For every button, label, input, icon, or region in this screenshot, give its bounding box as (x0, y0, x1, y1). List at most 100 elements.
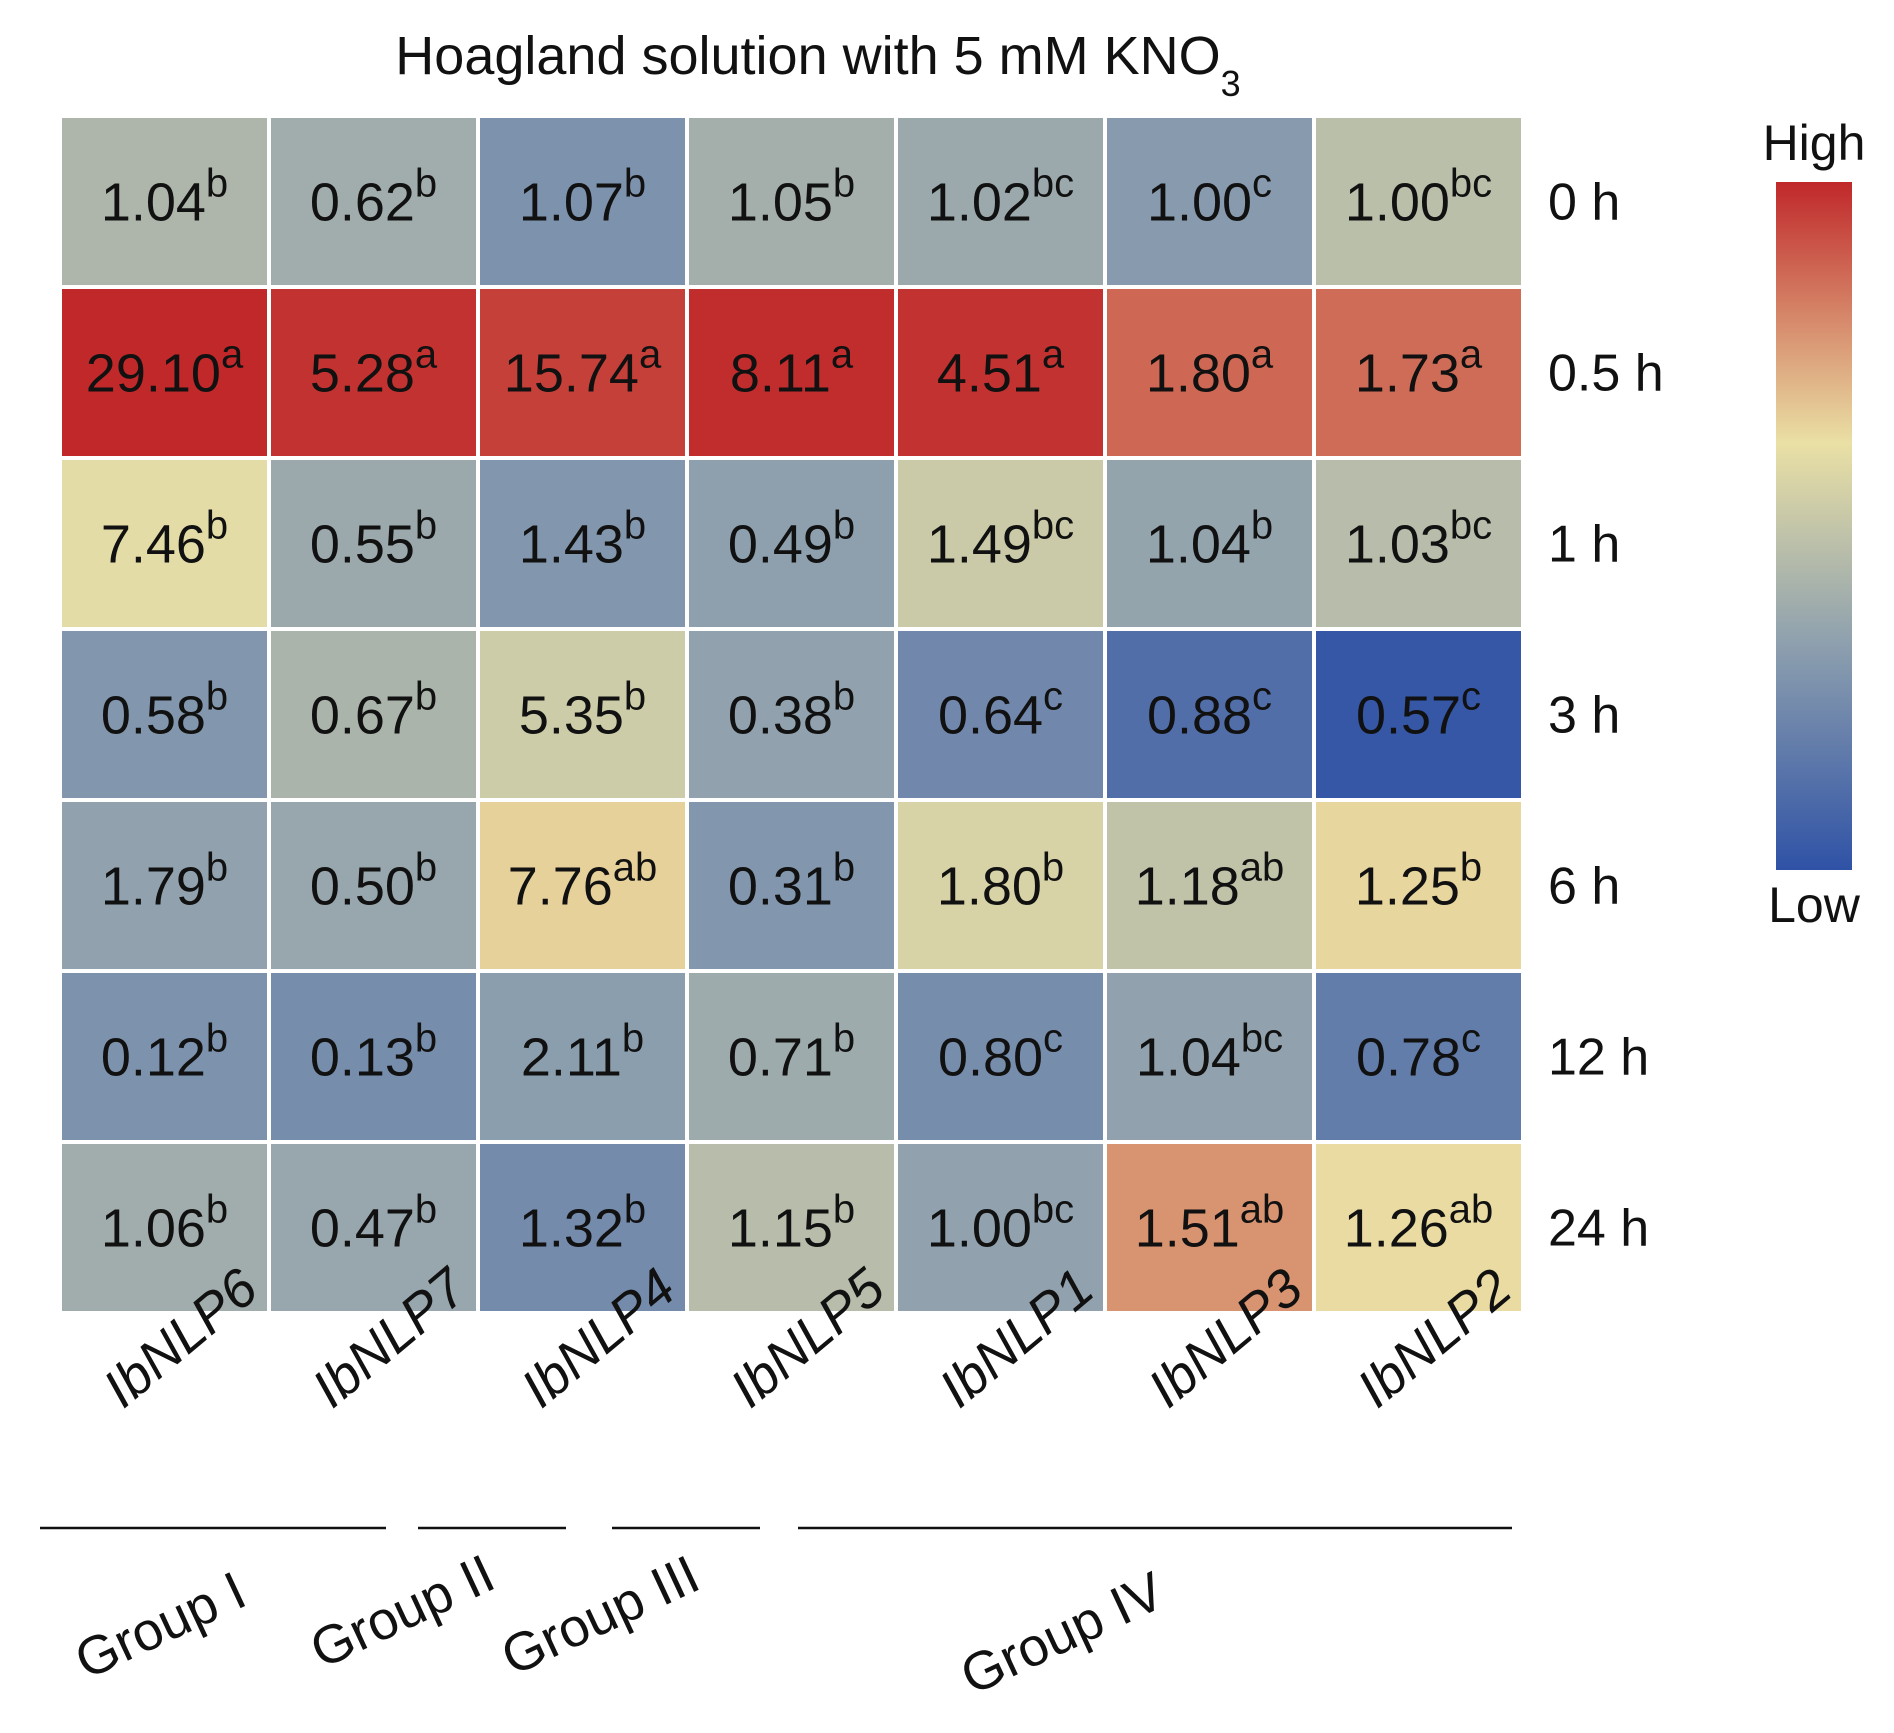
chart-title: Hoagland solution with 5 mM KNO3 (395, 26, 1240, 104)
cell-value: 1.02 (927, 173, 1032, 233)
heatmap-cell-ibnlp4-0-5-h (480, 289, 685, 456)
cell-value: 5.28 (310, 344, 415, 404)
heatmap-cell-ibnlp2-12-h (1316, 973, 1521, 1140)
heatmap-cell-ibnlp1-0-5-h (898, 289, 1103, 456)
cell-significance-letter: ab (1449, 1188, 1494, 1232)
row-label-1-h: 1 h (1548, 516, 1620, 574)
cell-value-label: 0.67b (310, 675, 437, 746)
heatmap-cell-ibnlp7-3-h (271, 631, 476, 798)
cell-value-label: 1.02bc (927, 162, 1074, 233)
cell-value-label: 0.55b (310, 504, 437, 575)
cell-significance-letter: b (1251, 504, 1273, 548)
cell-significance-letter: b (624, 1188, 646, 1232)
row-label-3-h: 3 h (1548, 687, 1620, 745)
heatmap-cell-ibnlp3-24-h (1107, 1144, 1312, 1311)
cell-value: 0.49 (728, 515, 833, 575)
cell-significance-letter: b (1460, 846, 1482, 890)
cell-significance-letter: b (833, 1017, 855, 1061)
legend-color-bar (1776, 182, 1852, 870)
heatmap-cell-ibnlp4-1-h (480, 460, 685, 627)
cell-value-label: 1.04bc (1136, 1017, 1283, 1088)
group-label-group-iii: Group III (493, 1544, 709, 1687)
heatmap-cell-ibnlp4-6-h (480, 802, 685, 969)
heatmap-cell-ibnlp5-24-h (689, 1144, 894, 1311)
cell-significance-letter: b (206, 162, 228, 206)
heatmap-cell-ibnlp6-6-h (62, 802, 267, 969)
cell-significance-letter: b (833, 675, 855, 719)
heatmap-cell-ibnlp7-24-h (271, 1144, 476, 1311)
cell-value-label: 0.38b (728, 675, 855, 746)
cell-significance-letter: b (1042, 846, 1064, 890)
group-label-group-i: Group I (66, 1560, 255, 1690)
cell-value: 0.57 (1356, 686, 1461, 746)
cell-value: 1.03 (1345, 515, 1450, 575)
heatmap-cell-ibnlp7-0-h (271, 118, 476, 285)
group-label-group-ii: Group II (301, 1543, 503, 1680)
cell-value: 7.76 (508, 857, 613, 917)
heatmap-cell-ibnlp7-6-h (271, 802, 476, 969)
heatmap-cell-ibnlp1-0-h (898, 118, 1103, 285)
cell-value-label: 0.57c (1356, 675, 1481, 746)
cell-significance-letter: b (415, 1017, 437, 1061)
heatmap-cell-ibnlp1-6-h (898, 802, 1103, 969)
cell-value: 1.00 (1147, 173, 1252, 233)
heatmap-cell-ibnlp1-12-h (898, 973, 1103, 1140)
heatmap-cell-ibnlp5-12-h (689, 973, 894, 1140)
cell-value: 1.18 (1135, 857, 1240, 917)
cell-value-label: 15.74a (504, 333, 662, 404)
cell-significance-letter: bc (1450, 504, 1492, 548)
heatmap-cell-ibnlp3-12-h (1107, 973, 1312, 1140)
heatmap-cell-ibnlp2-0-h (1316, 118, 1521, 285)
heatmap-cell-ibnlp1-1-h (898, 460, 1103, 627)
cell-value-label: 0.13b (310, 1017, 437, 1088)
cell-significance-letter: b (206, 1188, 228, 1232)
cell-value: 1.43 (519, 515, 624, 575)
cell-value-label: 0.49b (728, 504, 855, 575)
row-label-12-h: 12 h (1548, 1029, 1649, 1087)
cell-value: 1.04 (101, 173, 206, 233)
heatmap-cell-ibnlp1-24-h (898, 1144, 1103, 1311)
cell-value: 15.74 (504, 344, 639, 404)
cell-value-label: 1.00c (1147, 162, 1272, 233)
cell-value-label: 8.11a (730, 333, 854, 404)
row-label-0-h: 0 h (1548, 174, 1620, 232)
cell-value-label: 1.49bc (927, 504, 1074, 575)
cell-value: 1.26 (1344, 1199, 1449, 1259)
cell-value: 0.55 (310, 515, 415, 575)
cell-significance-letter: bc (1032, 1188, 1074, 1232)
cell-significance-letter: ab (1240, 846, 1285, 890)
row-labels: 0 h 0.5 h 1 h 3 h 6 h 12 h 24 h (1548, 174, 1664, 1258)
cell-value-label: 7.46b (101, 504, 228, 575)
cell-significance-letter: bc (1241, 1017, 1283, 1061)
cell-value: 1.73 (1355, 344, 1460, 404)
cell-significance-letter: b (833, 846, 855, 890)
heatmap-cell-ibnlp2-6-h (1316, 802, 1521, 969)
row-label-0-5-h: 0.5 h (1548, 345, 1664, 403)
heatmap-cell-ibnlp4-3-h (480, 631, 685, 798)
heatmap-cell-ibnlp2-1-h (1316, 460, 1521, 627)
color-legend: High Low (1763, 115, 1866, 933)
heatmap-cell-ibnlp6-1-h (62, 460, 267, 627)
heatmap-cell-ibnlp3-6-h (1107, 802, 1312, 969)
cell-significance-letter: b (624, 504, 646, 548)
cell-value-label: 2.11b (521, 1017, 644, 1088)
cell-value-label: 0.47b (310, 1188, 437, 1259)
cell-value-label: 0.58b (101, 675, 228, 746)
cell-significance-letter: a (415, 333, 438, 377)
cell-value: 0.58 (101, 686, 206, 746)
cell-value: 0.50 (310, 857, 415, 917)
cell-value: 0.12 (101, 1028, 206, 1088)
cell-value: 1.32 (519, 1199, 624, 1259)
cell-value-label: 0.62b (310, 162, 437, 233)
cell-significance-letter: b (206, 846, 228, 890)
cell-value: 0.88 (1147, 686, 1252, 746)
cell-value: 29.10 (86, 344, 221, 404)
heatmap-cell-ibnlp2-24-h (1316, 1144, 1521, 1311)
heatmap-cell-ibnlp6-0-5-h (62, 289, 267, 456)
cell-value-label: 1.04b (101, 162, 228, 233)
cell-significance-letter: b (415, 504, 437, 548)
heatmap-cell-ibnlp5-0-5-h (689, 289, 894, 456)
cell-value: 1.04 (1146, 515, 1251, 575)
cell-value: 4.51 (937, 344, 1042, 404)
